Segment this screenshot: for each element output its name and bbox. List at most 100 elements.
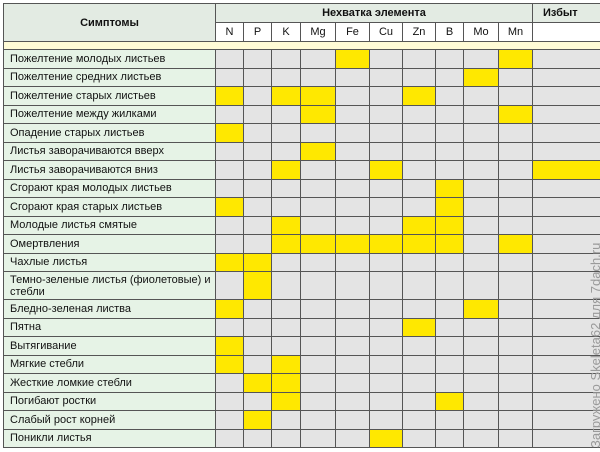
mark-cell	[498, 252, 533, 272]
mark-cell	[402, 271, 436, 300]
mark-cell	[369, 86, 403, 106]
mark-cell	[335, 354, 370, 374]
mark-cell	[335, 317, 370, 337]
mark-cell	[335, 178, 370, 198]
mark-cell	[215, 141, 244, 161]
mark-cell	[215, 234, 244, 254]
column-header: Mn	[498, 22, 533, 42]
mark-cell	[435, 317, 464, 337]
mark-cell	[271, 234, 301, 254]
mark-cell	[498, 354, 533, 374]
mark-cell	[463, 160, 499, 180]
mark-cell	[300, 410, 336, 430]
mark-cell	[271, 49, 301, 69]
mark-cell	[300, 197, 336, 217]
mark-cell	[498, 373, 533, 393]
mark-cell	[498, 317, 533, 337]
mark-cell	[300, 178, 336, 198]
mark-cell	[271, 104, 301, 124]
mark-cell	[300, 299, 336, 319]
mark-cell	[463, 178, 499, 198]
mark-cell	[435, 141, 464, 161]
mark-cell	[402, 234, 436, 254]
mark-cell	[463, 197, 499, 217]
mark-cell	[243, 336, 272, 356]
mark-cell	[271, 252, 301, 272]
mark-cell	[215, 178, 244, 198]
mark-cell	[215, 197, 244, 217]
mark-cell	[498, 215, 533, 235]
mark-cell	[435, 104, 464, 124]
symptom-label: Листья заворачиваются вверх	[3, 141, 216, 161]
mark-cell	[498, 141, 533, 161]
mark-cell	[243, 271, 272, 300]
mark-cell	[402, 104, 436, 124]
mark-cell	[463, 391, 499, 411]
mark-cell	[300, 104, 336, 124]
mark-cell	[243, 252, 272, 272]
mark-cell	[498, 197, 533, 217]
header-excess: Избыт	[532, 3, 600, 23]
mark-cell	[215, 104, 244, 124]
mark-cell	[300, 354, 336, 374]
mark-cell	[243, 197, 272, 217]
mark-cell	[435, 160, 464, 180]
mark-cell	[335, 86, 370, 106]
mark-cell	[300, 160, 336, 180]
mark-cell	[243, 428, 272, 448]
mark-cell	[271, 373, 301, 393]
column-header: P	[243, 22, 272, 42]
mark-cell	[498, 67, 533, 87]
symptom-label: Сгорают края старых листьев	[3, 197, 216, 217]
mark-cell	[402, 428, 436, 448]
mark-cell	[532, 160, 600, 180]
mark-cell	[271, 428, 301, 448]
mark-cell	[335, 428, 370, 448]
mark-cell	[271, 336, 301, 356]
symptom-label: Сгорают края молодых листьев	[3, 178, 216, 198]
mark-cell	[435, 86, 464, 106]
mark-cell	[463, 67, 499, 87]
symptom-label: Погибают ростки	[3, 391, 216, 411]
mark-cell	[369, 178, 403, 198]
mark-cell	[300, 215, 336, 235]
mark-cell	[402, 141, 436, 161]
mark-cell	[300, 373, 336, 393]
column-header: Mg	[300, 22, 336, 42]
mark-cell	[215, 215, 244, 235]
mark-cell	[463, 49, 499, 69]
mark-cell	[463, 373, 499, 393]
mark-cell	[215, 123, 244, 143]
mark-cell	[300, 428, 336, 448]
column-header: Cu	[369, 22, 403, 42]
symptom-label: Мягкие стебли	[3, 354, 216, 374]
mark-cell	[335, 299, 370, 319]
mark-cell	[463, 336, 499, 356]
mark-cell	[402, 123, 436, 143]
mark-cell	[215, 49, 244, 69]
mark-cell	[335, 104, 370, 124]
mark-cell	[243, 317, 272, 337]
column-header: Fe	[335, 22, 370, 42]
mark-cell	[369, 123, 403, 143]
mark-cell	[215, 354, 244, 374]
mark-cell	[243, 178, 272, 198]
mark-cell	[271, 86, 301, 106]
mark-cell	[498, 160, 533, 180]
mark-cell	[300, 317, 336, 337]
symptom-label: Вытягивание	[3, 336, 216, 356]
mark-cell	[532, 178, 600, 198]
mark-cell	[532, 104, 600, 124]
watermark: Загружено Skeleta62 для 7dach.ru	[588, 242, 600, 448]
mark-cell	[243, 215, 272, 235]
mark-cell	[463, 317, 499, 337]
mark-cell	[402, 67, 436, 87]
mark-cell	[369, 391, 403, 411]
mark-cell	[369, 104, 403, 124]
mark-cell	[463, 215, 499, 235]
mark-cell	[300, 234, 336, 254]
mark-cell	[335, 234, 370, 254]
mark-cell	[271, 391, 301, 411]
mark-cell	[243, 299, 272, 319]
mark-cell	[271, 215, 301, 235]
